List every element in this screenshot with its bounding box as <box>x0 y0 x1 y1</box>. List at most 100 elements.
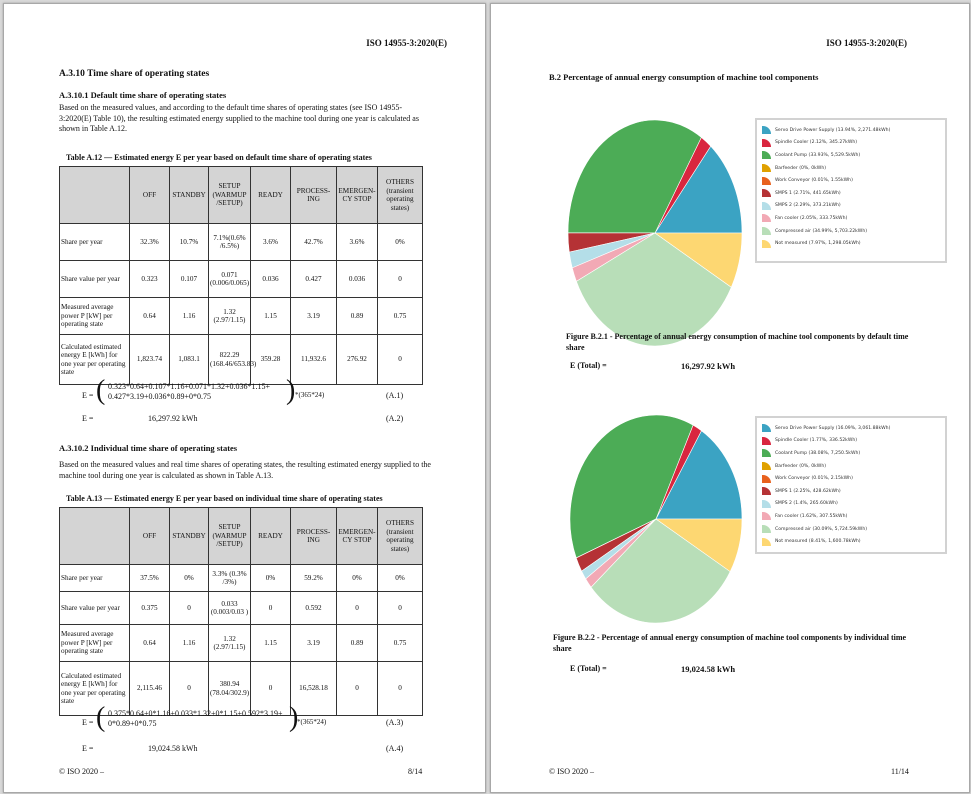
table-cell: 0.64 <box>129 624 170 662</box>
legend-item: Barfeeder (0%, 0kWh) <box>762 162 940 175</box>
row-label: Calculated estimated energy E [kWh] for … <box>59 661 130 716</box>
table-cell: 0% <box>169 564 209 592</box>
document-page-8: ISO 14955-3:2020(E) A.3.10 Time share of… <box>3 3 486 793</box>
table-cell: 0 <box>336 591 378 625</box>
legend-label: Not measured (8.41%, 1,600.78kWh) <box>775 539 861 545</box>
column-header: OTHERS (transient operating states) <box>377 507 423 565</box>
legend-label: Work Conveyor (0.01%, 2.15kWh) <box>775 476 853 482</box>
legend-label: Coolant Pump (33.93%, 5,529.5kWh) <box>775 152 861 158</box>
energy-table-individual: OFF STANDBY SETUP (WARMUP /SETUP) READY PROC… <box>59 507 423 716</box>
column-header: OFF <box>129 507 170 565</box>
table-cell: 0.375 <box>129 591 170 625</box>
pie-slice <box>655 518 743 573</box>
total-label: E (Total) = <box>570 361 607 370</box>
legend-item: Spindle Cooler (1.77%, 336.52kWh) <box>762 435 940 448</box>
pie-slice <box>655 430 743 520</box>
table-cell: 0 <box>169 591 209 625</box>
legend-item: Compressed air (30.09%, 5,724.59kWh) <box>762 523 940 536</box>
legend-label: Servo Drive Power Supply (16.09%, 3,061.… <box>775 425 891 431</box>
table-cell: 3.6% <box>336 223 378 261</box>
legend-label: Servo Drive Power Supply (13.94%, 2,271.… <box>775 127 891 133</box>
pie-slice <box>567 119 702 234</box>
table-header-row: OFF STANDBY SETUP (WARMUP /SETUP) READY PROC… <box>59 166 423 224</box>
table-row: Share per year 37.5% 0% 3.3% (0.3% /3%) 0% 59… <box>59 564 423 592</box>
legend-label: Barfeeder (0%, 0kWh) <box>775 165 827 171</box>
pie-slice <box>654 145 743 234</box>
table-row: Share per year 32.3% 10.7% 7.1%(0.6% /6.5%)… <box>59 223 423 261</box>
formula-body: 0.375*0.64+0*1.16+0.033*1.32+0*1.15+0.59… <box>108 709 283 729</box>
column-header: EMERGEN-CY STOP <box>336 507 378 565</box>
table-cell: 7.1%(0.6% /6.5%) <box>208 223 251 261</box>
legend-item: Work Conveyor (0.01%, 2.15kWh) <box>762 472 940 485</box>
table-cell: 0.75 <box>377 624 423 662</box>
pie-slice <box>576 232 732 347</box>
table-cell: 0 <box>250 591 291 625</box>
legend-label: Barfeeder (0%, 0kWh) <box>775 463 827 469</box>
legend-swatch-icon <box>762 164 771 173</box>
table-cell: 380.94 (78.04/302.9) <box>208 661 251 716</box>
pie-slice <box>569 414 694 559</box>
table-cell: 10.7% <box>169 223 209 261</box>
legend-item: SMPS 1 (2.71%, 441.65kWh) <box>762 187 940 200</box>
pie-chart-default <box>567 119 743 347</box>
table-cell: 1.15 <box>250 297 291 335</box>
row-label: Calculated estimated energy E [kWh] for … <box>59 334 130 385</box>
legend-item: Work Conveyor (0.01%, 1.55kWh) <box>762 174 940 187</box>
table-cell: 0.071 (0.006/0.065) <box>208 260 251 298</box>
energy-table-default: OFF STANDBY SETUP (WARMUP /SETUP) READY PROC… <box>59 166 423 385</box>
legend-swatch-icon <box>762 227 771 236</box>
legend-swatch-icon <box>762 126 771 135</box>
legend-item: Servo Drive Power Supply (13.94%, 2,271.… <box>762 124 940 137</box>
formula-lhs: E = <box>82 391 94 400</box>
table-cell: 32.3% <box>129 223 170 261</box>
table-cell: 0 <box>169 661 209 716</box>
row-label: Share per year <box>59 564 130 592</box>
legend-swatch-icon <box>762 138 771 147</box>
table-cell: 1.32 (2.97/1.15) <box>208 624 251 662</box>
legend-item: Servo Drive Power Supply (16.09%, 3,061.… <box>762 422 940 435</box>
total-label: E (Total) = <box>570 664 607 673</box>
result-lhs: E = <box>82 414 94 423</box>
row-label: Measured average power P [kW] per operat… <box>59 297 130 335</box>
row-label: Share value per year <box>59 591 130 625</box>
legend-item: Fan cooler (1.62%, 307.55kWh) <box>762 510 940 523</box>
formula-tail: *(365*24) <box>297 718 327 726</box>
paren-close: ) <box>289 702 299 733</box>
row-label: Share value per year <box>59 260 130 298</box>
column-header: READY <box>250 166 291 224</box>
legend-item: SMPS 2 (1.4%, 265.60kWh) <box>762 498 940 511</box>
column-header <box>59 507 130 565</box>
table-cell: 0% <box>250 564 291 592</box>
equation-ref: (A.3) <box>386 718 404 727</box>
table-cell: 0 <box>377 260 423 298</box>
column-header: EMERGEN-CY STOP <box>336 166 378 224</box>
legend-label: Compressed air (34.99%, 5,703.22kWh) <box>775 228 868 234</box>
table-caption: Table A.13 — Estimated energy E per year… <box>66 494 383 503</box>
table-row: Share value per year 0.323 0.107 0.071 (0.0… <box>59 260 423 298</box>
subsection-title: A.3.10.2 Individual time share of operat… <box>59 443 238 453</box>
table-cell: 1,083.1 <box>169 334 209 385</box>
table-cell: 0.036 <box>250 260 291 298</box>
legend-item: Spindle Cooler (2.12%, 345.27kWh) <box>762 137 940 150</box>
table-cell: 0 <box>250 661 291 716</box>
column-header: SETUP (WARMUP /SETUP) <box>208 166 251 224</box>
legend-label: Coolant Pump (38.08%, 7,250.5kWh) <box>775 450 861 456</box>
column-header: OTHERS (transient operating states) <box>377 166 423 224</box>
legend-swatch-icon <box>762 436 771 445</box>
table-cell: 0.036 <box>336 260 378 298</box>
column-header: READY <box>250 507 291 565</box>
table-cell: 59.2% <box>290 564 337 592</box>
row-label: Share per year <box>59 223 130 261</box>
footer-copyright: © ISO 2020 – <box>549 767 594 776</box>
legend-label: SMPS 1 (2.25%, 428.62kWh) <box>775 488 841 494</box>
table-cell: 0% <box>336 564 378 592</box>
subsection-title: A.3.10.1 Default time share of operating… <box>59 90 227 100</box>
formula-line-1: 0.375*0.64+0*1.16+0.033*1.32+0*1.15+0.59… <box>108 709 283 718</box>
table-cell: 0 <box>377 591 423 625</box>
legend-swatch-icon <box>762 525 771 534</box>
table-cell: 0% <box>377 223 423 261</box>
legend-label: Spindle Cooler (2.12%, 345.27kWh) <box>775 140 858 146</box>
table-cell: 11,932.6 <box>290 334 337 385</box>
formula-line-2: 0.427*3.19+0.036*0.89+0*0.75 <box>108 392 212 401</box>
legend-label: Work Conveyor (0.01%, 1.55kWh) <box>775 178 853 184</box>
